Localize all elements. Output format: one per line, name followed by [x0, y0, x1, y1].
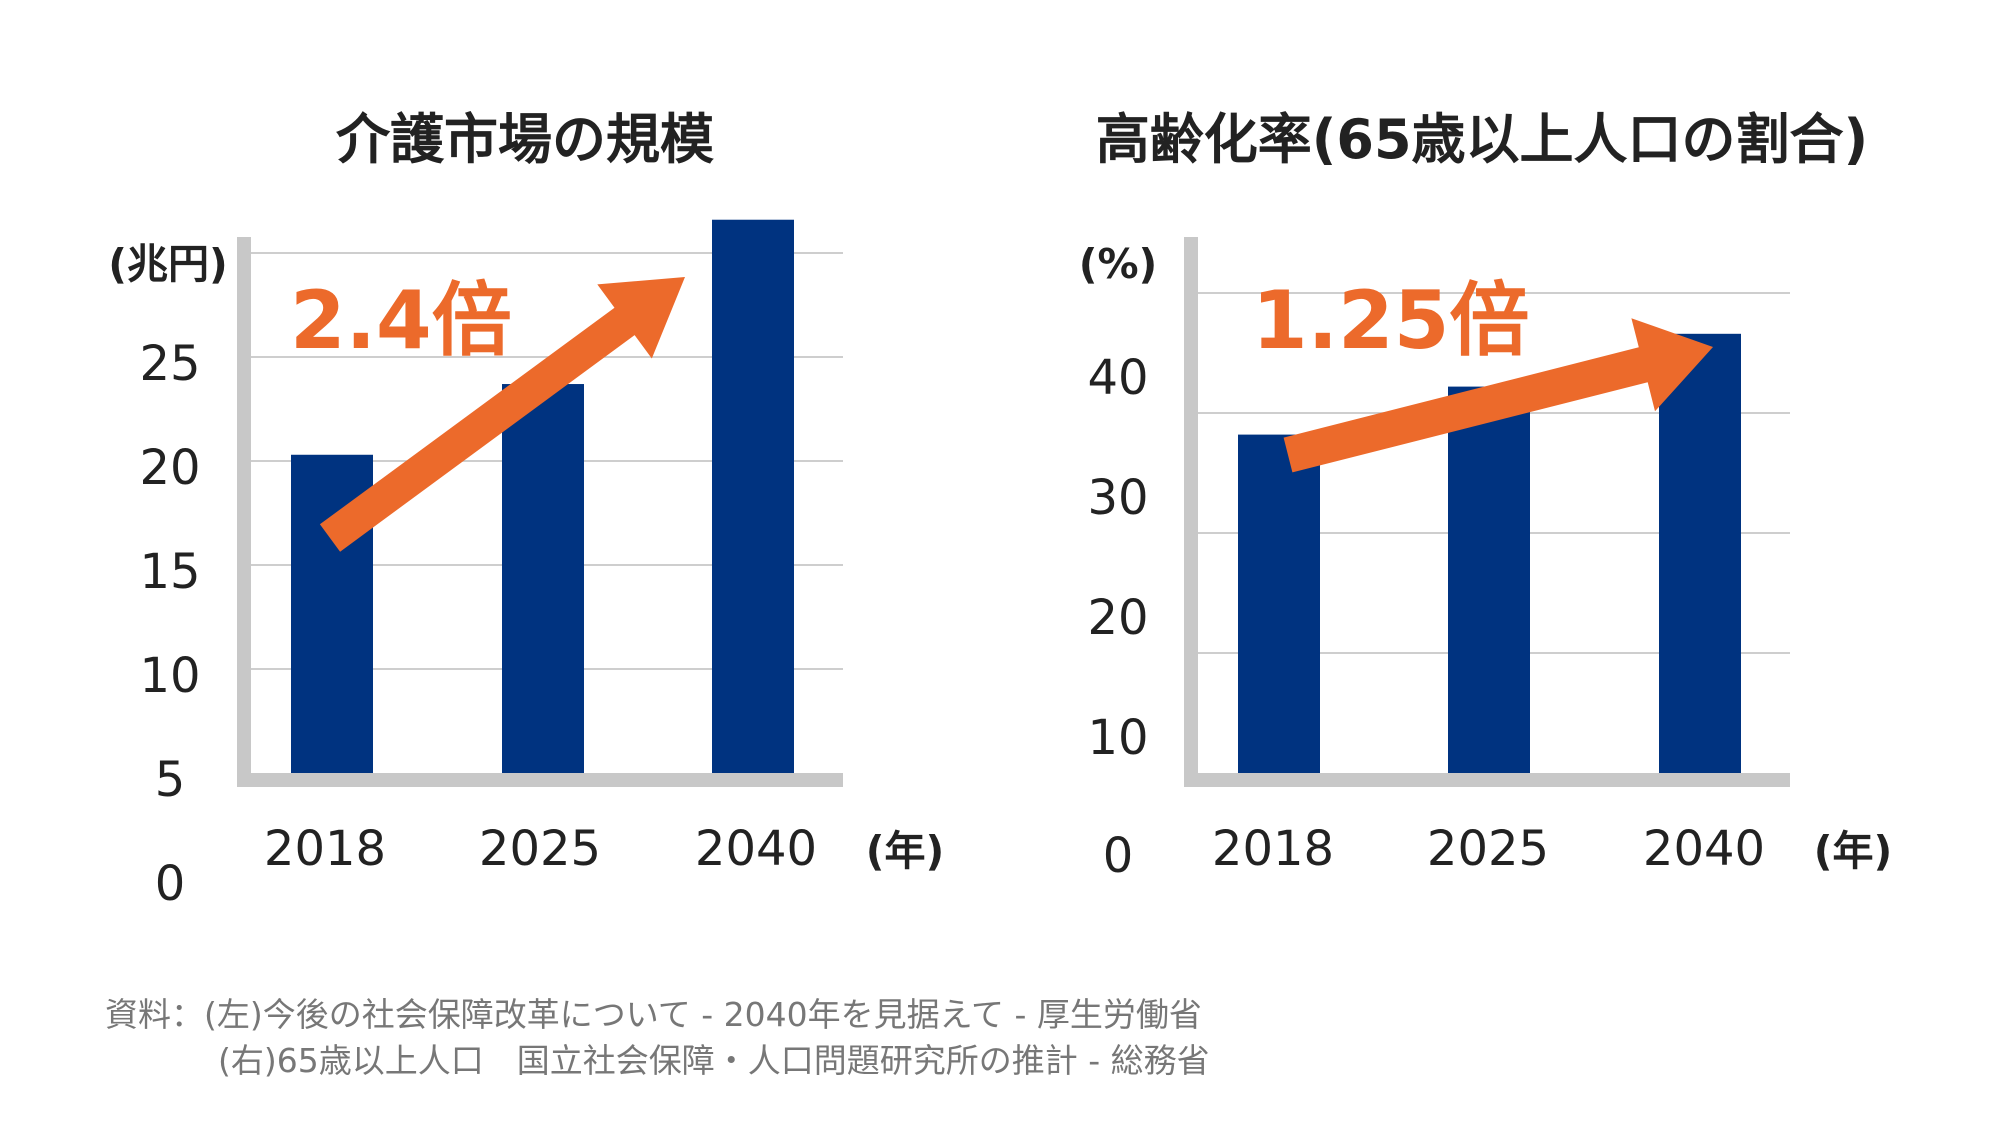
x-unit-label: (年) [866, 827, 944, 875]
y-tick-label: 30 [1087, 470, 1148, 526]
y-tick-label: 10 [1087, 710, 1148, 766]
y-tick-label: 5 [155, 752, 186, 808]
bar-2025 [502, 384, 584, 773]
x-tick-label: 2018 [264, 821, 386, 877]
chart-title: 介護市場の規模 [336, 108, 714, 171]
y-tick-label: 0 [1103, 828, 1134, 884]
x-tick-labels: 2018 2025 2040 (年) [1212, 821, 1892, 877]
x-tick-label: 2025 [1427, 821, 1549, 877]
y-unit-label: (%) [1079, 240, 1158, 288]
x-tick-label: 2025 [479, 821, 601, 877]
x-tick-label: 2018 [1212, 821, 1334, 877]
y-unit-label: (兆円) [108, 240, 227, 288]
source-note-right: (右)65歳以上人口 国立社会保障・人口問題研究所の推計 - 総務省 [218, 1041, 1210, 1080]
y-tick-label: 15 [139, 544, 200, 600]
bar-2025 [1448, 386, 1530, 773]
y-axis-line [237, 237, 251, 787]
y-tick-label: 40 [1087, 350, 1148, 406]
bar-group [1238, 333, 1741, 773]
y-tick-label: 20 [1087, 590, 1148, 646]
growth-arrow [1283, 318, 1713, 473]
chart-aging-rate: 高齢化率(65歳以上人口の割合) (%) 1.25倍 0 10 20 30 40… [1079, 108, 1893, 884]
y-tick-labels: 0 10 20 30 40 [1087, 350, 1148, 884]
chart-title: 高齢化率(65歳以上人口の割合) [1096, 108, 1869, 171]
growth-arrow [319, 277, 685, 552]
growth-label: 1.25倍 [1252, 274, 1529, 367]
y-tick-labels: 0 5 10 15 20 25 [139, 336, 200, 912]
bar-2018 [1238, 434, 1320, 773]
axis-lines [237, 237, 843, 787]
y-tick-label: 0 [155, 856, 186, 912]
axis-lines [1184, 237, 1790, 787]
source-note-left: 資料：(左)今後の社会保障改革について - 2040年を見据えて - 厚生労働省 [105, 995, 1202, 1034]
x-tick-label: 2040 [1643, 821, 1765, 877]
growth-label: 2.4倍 [290, 274, 512, 367]
x-tick-labels: 2018 2025 2040 (年) [264, 821, 944, 877]
bar-group [291, 219, 794, 774]
y-axis-line [1184, 237, 1198, 787]
bar-2040 [1659, 333, 1741, 773]
y-tick-label: 20 [139, 440, 200, 496]
y-tick-label: 10 [139, 648, 200, 704]
x-tick-label: 2040 [695, 821, 817, 877]
bar-2040 [712, 219, 794, 774]
x-axis-line [1184, 773, 1790, 787]
x-unit-label: (年) [1814, 827, 1892, 875]
y-tick-label: 25 [139, 336, 200, 392]
x-axis-line [237, 773, 843, 787]
chart-care-market: 介護市場の規模 (兆円) 2.4倍 0 5 10 15 20 25 2018 2… [108, 108, 944, 912]
